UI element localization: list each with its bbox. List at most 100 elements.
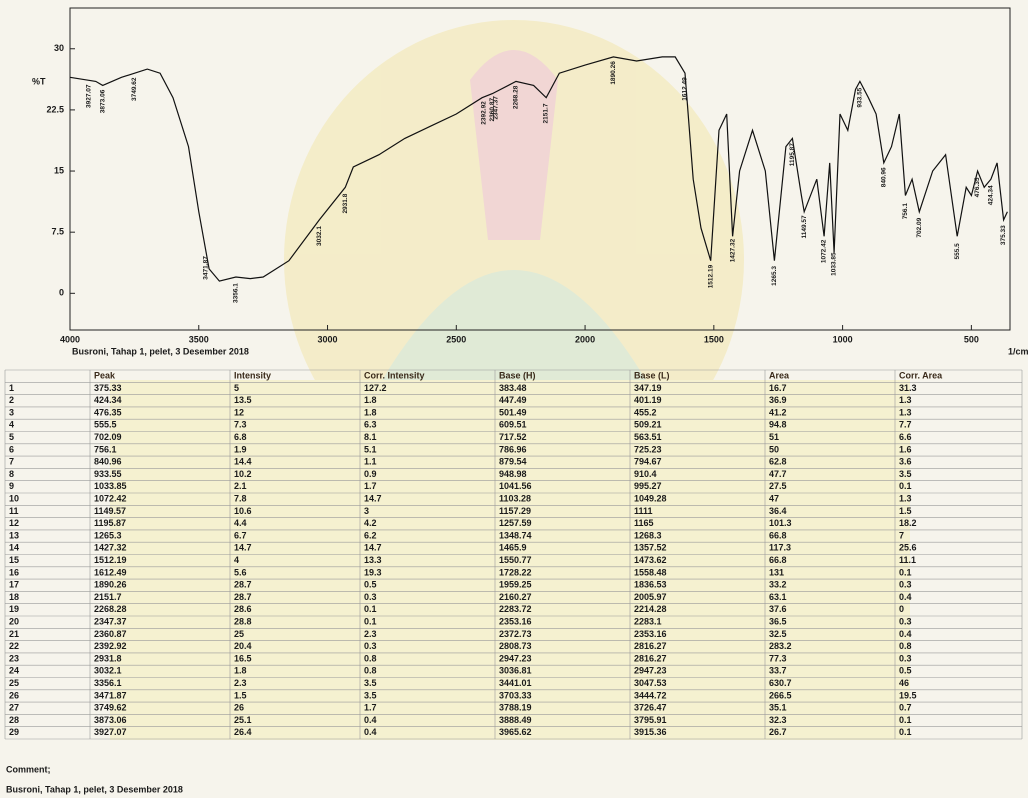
table-cell: 1157.29 xyxy=(499,506,531,516)
table-cell: 3032.1 xyxy=(94,666,122,676)
table-cell: 509.21 xyxy=(634,420,662,430)
table-cell: 3.5 xyxy=(364,678,377,688)
table-cell: 25.6 xyxy=(899,543,917,553)
table-cell: 4.2 xyxy=(364,518,377,528)
table-cell: 401.19 xyxy=(634,395,662,405)
table-cell: 2353.16 xyxy=(499,617,532,627)
table-cell: 25 xyxy=(234,629,244,639)
table-cell: 2214.28 xyxy=(634,604,667,614)
table-cell: 3036.81 xyxy=(499,666,532,676)
table-cell: 3788.19 xyxy=(499,703,532,713)
peak-label: 1265.3 xyxy=(771,266,778,286)
table-cell: 0.3 xyxy=(899,580,912,590)
peak-label: 1033.85 xyxy=(831,252,838,276)
table-cell: 0.7 xyxy=(899,703,912,713)
table-cell: 117.3 xyxy=(769,543,791,553)
table-cell: 702.09 xyxy=(94,432,122,442)
table-cell: 33.2 xyxy=(769,580,787,590)
table-cell: 1149.57 xyxy=(94,506,126,516)
table-cell: 28 xyxy=(9,715,19,725)
table-cell: 32.5 xyxy=(769,629,787,639)
table-cell: 66.8 xyxy=(769,530,787,540)
table-cell: 5.6 xyxy=(234,567,247,577)
table-cell: 0.9 xyxy=(364,469,377,479)
table-cell: 1041.56 xyxy=(499,481,532,491)
table-cell: 786.96 xyxy=(499,444,527,454)
table-cell: 7.8 xyxy=(234,494,247,504)
table-cell: 347.19 xyxy=(634,383,662,393)
table-cell: 0 xyxy=(899,604,904,614)
table-cell: 14.7 xyxy=(364,543,382,553)
peak-label: 702.09 xyxy=(916,217,923,237)
table-cell: 14.7 xyxy=(234,543,252,553)
table-cell: 37.6 xyxy=(769,604,787,614)
table-cell: 1257.59 xyxy=(499,518,532,528)
table-cell: 1033.85 xyxy=(94,481,127,491)
peak-label: 2151.7 xyxy=(543,103,550,123)
table-cell: 1.8 xyxy=(234,666,247,676)
x-tick-label: 1500 xyxy=(704,334,724,344)
table-cell: 5 xyxy=(9,432,14,442)
table-cell: 6.8 xyxy=(234,432,247,442)
table-cell: 2151.7 xyxy=(94,592,122,602)
table-cell: 36.9 xyxy=(769,395,787,405)
table-cell: 4 xyxy=(9,420,14,430)
table-cell: 26.4 xyxy=(234,727,252,737)
table-cell: 1268.3 xyxy=(634,530,662,540)
table-cell: 26 xyxy=(234,703,244,713)
peak-label: 3032.1 xyxy=(316,226,323,246)
table-cell: 1357.52 xyxy=(634,543,667,553)
comment-label: Comment; xyxy=(6,764,51,774)
table-cell: 63.1 xyxy=(769,592,787,602)
table-cell: 0.5 xyxy=(899,666,912,676)
table-cell: 26.7 xyxy=(769,727,787,737)
table-cell: 725.23 xyxy=(634,444,662,454)
table-cell: 2816.27 xyxy=(634,641,667,651)
table-cell: 1103.28 xyxy=(499,494,531,504)
table-cell: 3.5 xyxy=(364,690,377,700)
table-cell: 0.5 xyxy=(364,580,377,590)
table-cell: 27 xyxy=(9,703,19,713)
table-cell: 16.7 xyxy=(769,383,787,393)
table-cell: 12 xyxy=(9,518,19,528)
table-cell: 28.6 xyxy=(234,604,252,614)
table-cell: 563.51 xyxy=(634,432,662,442)
table-cell: 2353.16 xyxy=(634,629,667,639)
table-cell: 28.7 xyxy=(234,580,252,590)
table-cell: 1.7 xyxy=(364,703,377,713)
table-cell: 1195.87 xyxy=(94,518,126,528)
table-cell: 283.2 xyxy=(769,641,792,651)
table-cell: 2392.92 xyxy=(94,641,127,651)
table-cell: 1550.77 xyxy=(499,555,532,565)
table-cell: 3 xyxy=(364,506,369,516)
table-cell: 447.49 xyxy=(499,395,527,405)
table-cell: 22 xyxy=(9,641,19,651)
table-cell: 0.3 xyxy=(899,653,912,663)
table-cell: 266.5 xyxy=(769,690,792,700)
table-cell: 0.1 xyxy=(899,481,912,491)
table-cell: 1265.3 xyxy=(94,530,122,540)
table-cell: 1.8 xyxy=(364,395,377,405)
x-tick-label: 1000 xyxy=(833,334,853,344)
peak-label: 933.55 xyxy=(856,87,863,107)
table-cell: 4.4 xyxy=(234,518,247,528)
peak-label: 1427.32 xyxy=(729,238,736,262)
table-cell: 3.6 xyxy=(899,457,912,467)
table-cell: 14.4 xyxy=(234,457,252,467)
table-cell: 66.8 xyxy=(769,555,787,565)
table-cell: 476.35 xyxy=(94,407,122,417)
peak-label: 1890.26 xyxy=(610,61,617,85)
table-cell: 16 xyxy=(9,567,19,577)
table-cell: 1.5 xyxy=(234,690,247,700)
table-cell: 0.1 xyxy=(899,715,912,725)
table-cell: 6 xyxy=(9,444,14,454)
table-cell: 26 xyxy=(9,690,19,700)
table-cell: 2947.23 xyxy=(499,653,532,663)
x-tick-label: 3000 xyxy=(318,334,338,344)
y-tick-label: 15 xyxy=(54,165,64,175)
table-cell: 555.5 xyxy=(94,420,117,430)
table-cell: 11.1 xyxy=(899,555,916,565)
table-cell: 2283.72 xyxy=(499,604,532,614)
table-cell: 1.3 xyxy=(899,494,912,504)
table-cell: 2347.37 xyxy=(94,617,127,627)
